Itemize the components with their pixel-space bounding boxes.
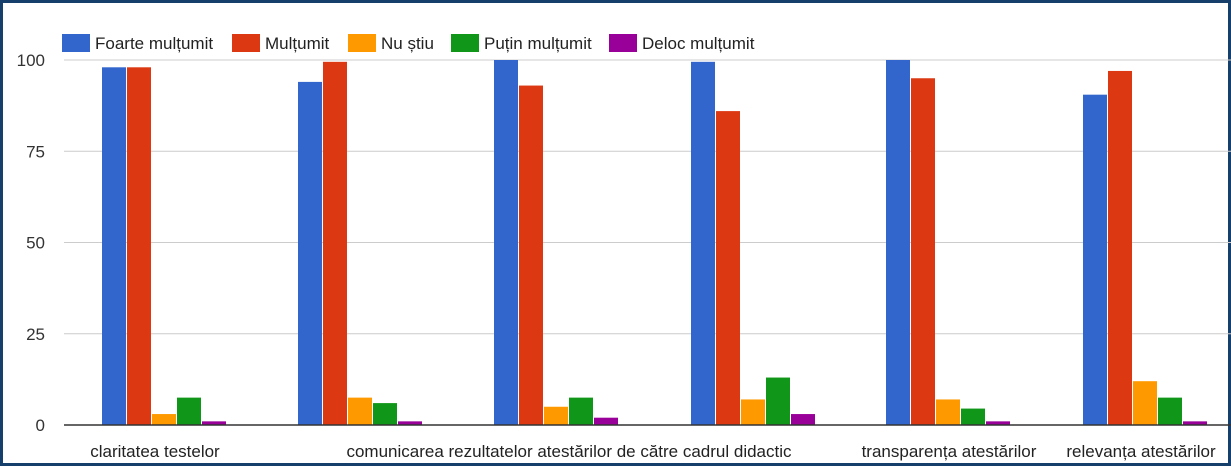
bar bbox=[594, 417, 618, 425]
bar bbox=[202, 421, 226, 425]
x-tick-label: relevanța atestărilor bbox=[1066, 442, 1216, 461]
x-tick-label: transparența atestărilor bbox=[862, 442, 1037, 461]
bar bbox=[152, 414, 176, 425]
legend-label: Deloc mulțumit bbox=[642, 34, 755, 53]
bar bbox=[494, 60, 518, 425]
y-tick-label: 0 bbox=[36, 416, 45, 435]
legend-label: Puțin mulțumit bbox=[484, 34, 592, 53]
bar bbox=[1158, 397, 1182, 425]
y-tick-label: 75 bbox=[26, 142, 45, 161]
bar bbox=[766, 377, 790, 425]
bar bbox=[177, 397, 201, 425]
bar bbox=[986, 421, 1010, 425]
y-tick-label: 25 bbox=[26, 325, 45, 344]
legend-swatch bbox=[232, 34, 260, 52]
bar bbox=[716, 111, 740, 425]
bars bbox=[102, 60, 1207, 426]
legend-swatch bbox=[609, 34, 637, 52]
y-tick-label: 100 bbox=[17, 51, 45, 70]
x-tick-label: claritatea testelor bbox=[90, 442, 220, 461]
bar bbox=[741, 399, 765, 425]
bar bbox=[398, 421, 422, 425]
bar bbox=[911, 78, 935, 425]
bar bbox=[886, 60, 910, 425]
legend-swatch bbox=[62, 34, 90, 52]
bar bbox=[373, 403, 397, 425]
bar bbox=[127, 67, 151, 426]
legend-label: Nu știu bbox=[381, 34, 434, 53]
gridlines bbox=[64, 59, 1231, 335]
legend-swatch bbox=[348, 34, 376, 52]
x-axis-labels: claritatea testelor comunicarea rezultate… bbox=[90, 442, 1216, 461]
bar bbox=[102, 67, 126, 426]
bar bbox=[1183, 421, 1207, 425]
bar bbox=[791, 414, 815, 425]
bar bbox=[936, 399, 960, 425]
bar bbox=[1133, 381, 1157, 425]
bar bbox=[1108, 70, 1132, 425]
legend-swatch bbox=[451, 34, 479, 52]
bar bbox=[544, 406, 568, 425]
bar bbox=[348, 397, 372, 425]
y-axis-ticks: 0 25 50 75 100 bbox=[17, 51, 45, 435]
legend-label: Mulțumit bbox=[265, 34, 330, 53]
bar bbox=[298, 81, 322, 426]
bar bbox=[519, 85, 543, 426]
legend-label: Foarte mulțumit bbox=[95, 34, 213, 53]
bar bbox=[569, 397, 593, 425]
bar bbox=[323, 61, 347, 425]
y-tick-label: 50 bbox=[26, 234, 45, 253]
legend: Foarte mulțumit Mulțumit Nu știu Puțin mulț… bbox=[62, 34, 755, 53]
bar bbox=[1083, 94, 1107, 426]
bar bbox=[691, 61, 715, 425]
x-tick-label: comunicarea rezultatelor atestărilor de … bbox=[346, 442, 792, 461]
bar bbox=[961, 408, 985, 425]
